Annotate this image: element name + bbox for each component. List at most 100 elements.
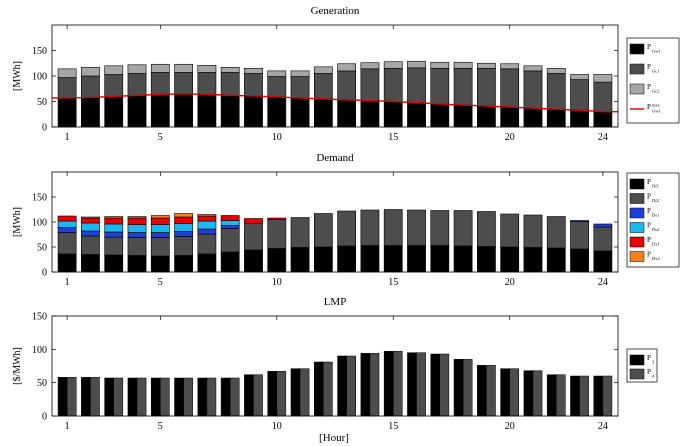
legend-entry-gw1: P Gw1 [629, 43, 661, 55]
bar-gc1 [407, 67, 426, 103]
bar-ds2 [150, 224, 170, 233]
bar-gc1 [546, 73, 566, 110]
legend-label: P [647, 368, 651, 376]
bar-p4 [486, 365, 496, 417]
series-line-pgw1-max [52, 93, 618, 113]
bar-p3 [174, 377, 184, 417]
legend-swatch [629, 251, 645, 262]
y-axis-label: [$/MWh] [12, 347, 23, 385]
legend-entry-df1: P Df1 [629, 178, 659, 190]
legend-label-sub: 4 [652, 374, 655, 379]
bar-gc2 [407, 60, 426, 69]
legend-label: P [647, 236, 651, 244]
bar-ds1 [570, 220, 589, 222]
bar-p4 [160, 377, 170, 417]
legend-label: P [647, 193, 651, 201]
legend-swatch [629, 178, 645, 190]
bar-p3 [220, 377, 231, 417]
bar-gc1 [383, 68, 403, 102]
bar-p3 [383, 351, 394, 417]
bar-dx1 [127, 217, 147, 225]
x-tick-label: 1 [65, 421, 70, 432]
bar-gw1 [546, 108, 566, 128]
bar-df1 [220, 251, 240, 273]
bar-dx2 [127, 216, 147, 219]
bar-p3 [523, 370, 534, 417]
bar-df2 [337, 210, 357, 247]
bar-p4 [90, 377, 100, 417]
x-tick-label: 24 [598, 421, 608, 432]
y-axis-label: [MWh] [12, 207, 23, 237]
bar-df2 [313, 213, 333, 248]
bar-gc2 [104, 65, 124, 75]
bar-ds1 [220, 225, 240, 229]
legend-swatch [629, 63, 645, 75]
x-tick-label: 15 [388, 421, 398, 432]
bar-gc1 [337, 70, 357, 101]
legend-entry-df2: P Df2 [629, 193, 659, 204]
bar-p3 [81, 377, 91, 417]
bar-df1 [244, 249, 263, 273]
x-tick-label: 10 [272, 132, 282, 143]
bar-gc1 [593, 81, 613, 113]
bar-df2 [220, 228, 240, 253]
legend-swatch [629, 193, 645, 204]
x-tick-label: 15 [388, 132, 398, 143]
bar-df1 [81, 254, 100, 273]
legend-label-sub: Dx2 [652, 256, 660, 261]
bar-df2 [407, 209, 426, 246]
bar-gc1 [197, 72, 217, 95]
bar-p4 [346, 355, 356, 417]
legend-label: P [647, 207, 651, 215]
legend-label-sub: Dx1 [652, 242, 660, 247]
legend-label-sub: Ds2 [652, 227, 659, 232]
bar-df2 [430, 210, 450, 246]
bar-df1 [430, 245, 450, 273]
bar-df2 [453, 210, 473, 247]
bar-gc2 [593, 74, 613, 83]
y-tick-label: 0 [42, 123, 47, 134]
bar-gc2 [500, 63, 520, 70]
bar-gc1 [570, 79, 589, 111]
bar-df2 [197, 233, 217, 255]
bar-gc1 [150, 72, 170, 95]
bar-p4 [462, 359, 473, 417]
bar-gc2 [453, 61, 473, 69]
x-tick-label: 10 [272, 421, 282, 432]
bar-gc2 [290, 70, 310, 77]
bar-p3 [407, 352, 417, 417]
bar-df1 [477, 246, 496, 273]
bar-df2 [593, 226, 613, 252]
legend-label: P [647, 63, 651, 71]
bar-dx2 [197, 214, 217, 217]
x-tick-label: 15 [388, 277, 398, 288]
bar-gw1 [290, 97, 310, 128]
legend-swatch [629, 83, 645, 95]
bar-gc1 [453, 68, 473, 106]
bar-p3 [197, 377, 208, 417]
bar-gw1 [360, 100, 380, 128]
bar-ds2 [127, 224, 147, 233]
bar-df1 [174, 255, 193, 273]
legend-swatch [629, 222, 645, 233]
plot-frame [51, 315, 619, 417]
legend-label: P [647, 178, 651, 186]
x-axis-label: [Hour] [319, 432, 349, 444]
bar-ds1 [104, 231, 124, 238]
bar-gc1 [290, 76, 310, 99]
x-tick-label: 5 [158, 132, 163, 143]
bar-dx1 [197, 215, 217, 222]
bar-gc2 [546, 68, 566, 74]
bar-gc2 [430, 61, 450, 69]
bar-gc1 [127, 73, 147, 96]
bar-df2 [360, 209, 380, 246]
bar-df2 [290, 217, 310, 248]
bar-p3 [570, 375, 580, 417]
bar-gc1 [430, 68, 450, 105]
bar-dx1 [81, 217, 100, 224]
bar-gc2 [477, 62, 496, 69]
legend-entry-gc1: P Gc1 [629, 63, 660, 75]
bar-p4 [602, 375, 613, 417]
